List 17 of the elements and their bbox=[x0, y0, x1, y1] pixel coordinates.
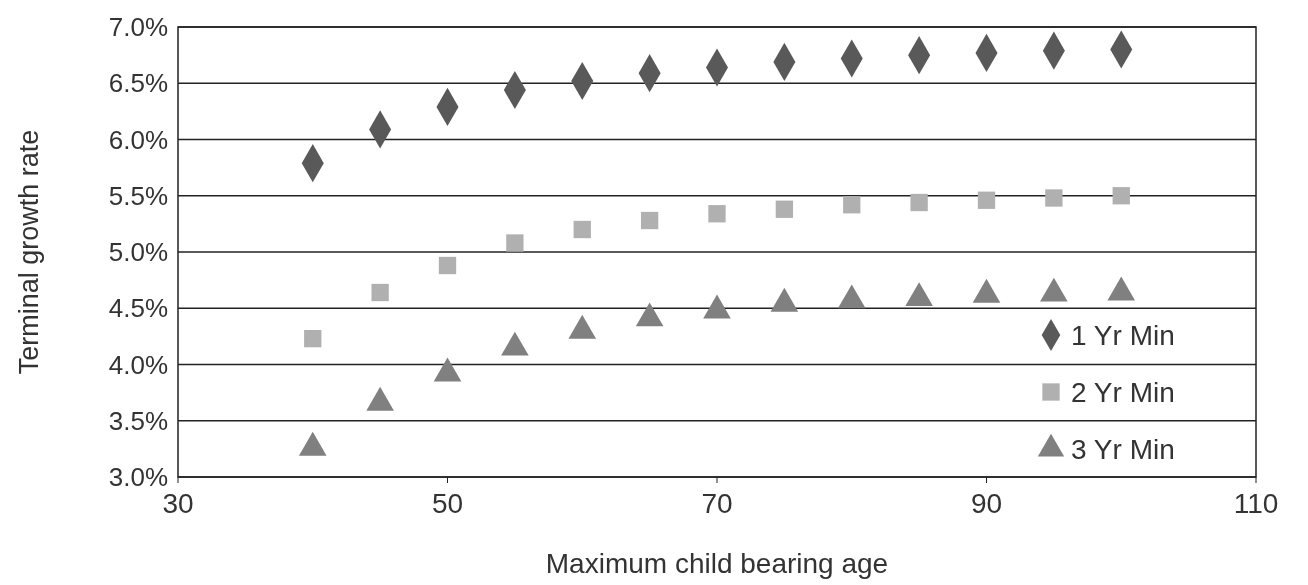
y-tick-label: 6.5% bbox=[108, 68, 168, 99]
y-tick-label: 5.0% bbox=[108, 237, 168, 267]
y-tick-label: 4.0% bbox=[108, 349, 168, 380]
x-tick-label: 110 bbox=[1233, 488, 1279, 519]
legend-label: 2 Yr Min bbox=[1071, 377, 1175, 408]
y-tick-label: 4.5% bbox=[108, 293, 168, 324]
x-tick-label: 70 bbox=[701, 488, 733, 519]
x-tick-label: 90 bbox=[970, 488, 1003, 519]
y-tick-label: 5.5% bbox=[108, 180, 168, 211]
legend-label: 3 Yr Min bbox=[1071, 434, 1175, 465]
y-tick-label: 3.5% bbox=[108, 405, 168, 436]
x-tick-label: 50 bbox=[431, 488, 464, 519]
y-tick-label: 6.0% bbox=[108, 124, 168, 155]
legend-label: 1 Yr Min bbox=[1071, 320, 1175, 351]
y-tick-label: 7.0% bbox=[108, 12, 168, 42]
x-axis-title: Maximum child bearing age bbox=[545, 548, 889, 579]
y-axis-title: Terminal growth rate bbox=[14, 129, 44, 375]
